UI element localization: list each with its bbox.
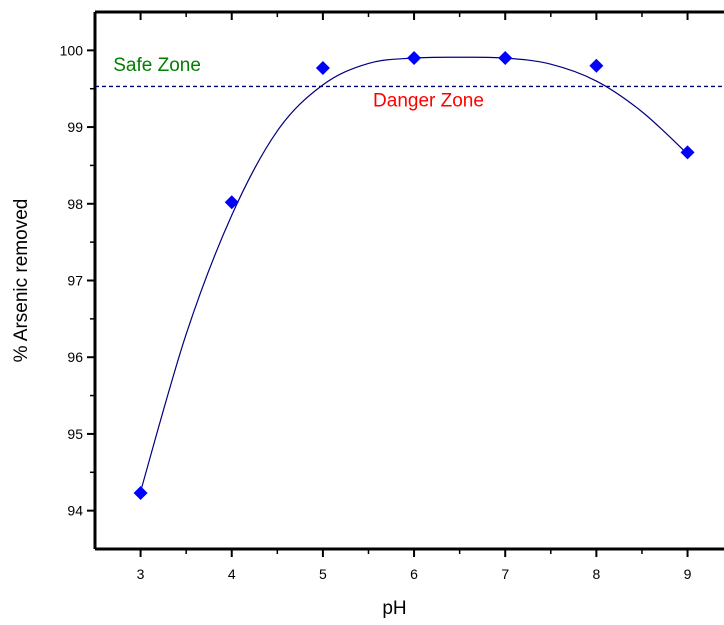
data-point — [315, 61, 330, 76]
reference-layer: Safe Zone Danger Zone — [95, 55, 724, 111]
x-tick-label: 7 — [501, 566, 509, 582]
x-tick-label: 4 — [228, 566, 236, 582]
fit-curve — [140, 56, 688, 492]
curve-layer — [140, 56, 688, 492]
data-point — [589, 58, 604, 73]
y-axis-title: % Arsenic removed — [11, 199, 32, 363]
data-point — [407, 51, 422, 66]
labels-layer: 3 4 5 6 7 8 9 94 95 96 97 98 99 100 — [60, 42, 692, 582]
data-point — [498, 51, 513, 66]
y-tick-label: 97 — [67, 273, 83, 289]
ticks-layer — [87, 12, 689, 557]
data-point — [224, 195, 239, 210]
y-tick-label: 95 — [67, 426, 83, 442]
x-axis-title: pH — [382, 598, 406, 619]
y-tick-label: 96 — [67, 349, 83, 365]
x-tick-label: 5 — [319, 566, 327, 582]
points-layer — [133, 51, 695, 500]
y-tick-label: 100 — [60, 42, 84, 58]
x-tick-label: 8 — [592, 566, 600, 582]
y-tick-label: 98 — [67, 196, 83, 212]
x-tick-label: 9 — [684, 566, 692, 582]
data-point — [680, 145, 695, 160]
x-tick-label: 3 — [137, 566, 145, 582]
x-tick-label: 6 — [410, 566, 418, 582]
data-point — [133, 485, 148, 500]
y-tick-label: 99 — [67, 119, 83, 135]
danger-zone-label: Danger Zone — [373, 90, 484, 111]
y-tick-label: 94 — [67, 503, 83, 519]
safe-zone-label: Safe Zone — [113, 55, 201, 76]
